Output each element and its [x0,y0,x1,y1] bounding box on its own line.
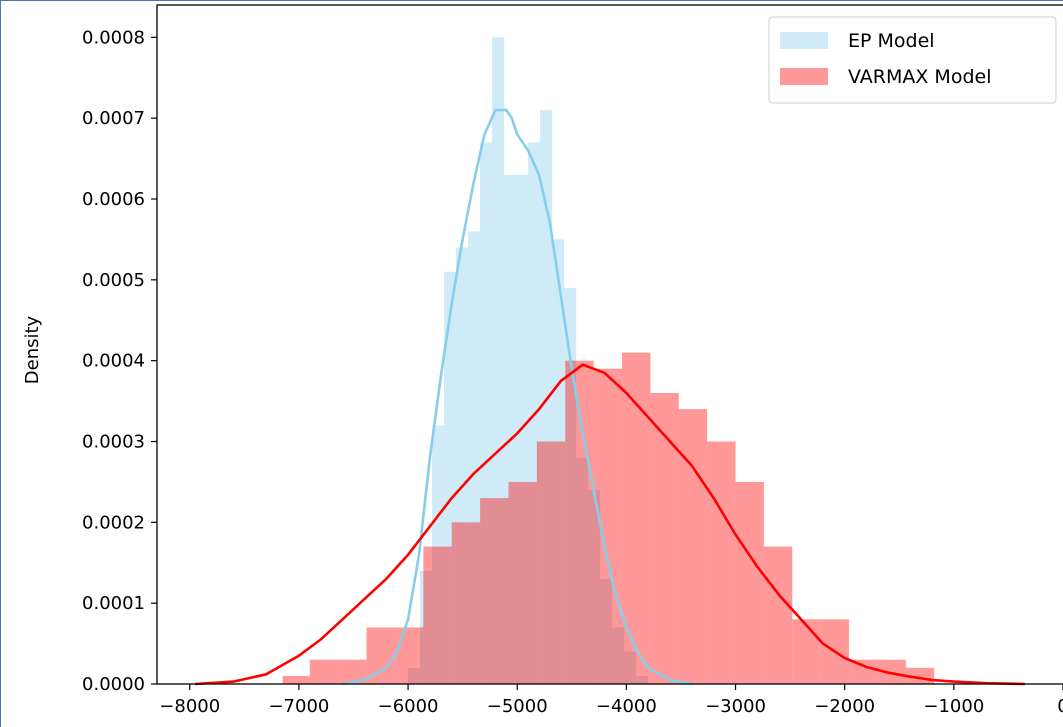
histogram-bars [282,37,935,685]
legend-label-varmax: VARMAX Model [848,66,991,88]
histogram-bar-varmax-16 [735,481,764,684]
y-tick-label: 0.0008 [82,27,145,48]
x-tick-label: −6000 [378,696,439,717]
x-tick-label: −4000 [596,696,657,717]
y-tick-label: 0.0001 [82,593,145,614]
x-axis-ticks: −8000 −7000 −6000 −5000 −4000 −3000 −2000 −1000… [159,684,1063,717]
histogram-bar-ep-5 [468,231,481,685]
histogram-bar-ep-0 [408,667,421,684]
histogram-bar-varmax-17 [763,546,793,684]
histogram-bar-varmax-0 [282,675,310,684]
y-axis-label: Density [22,315,43,384]
legend-swatch-ep [780,32,828,49]
histogram-bar-ep-8 [504,174,517,684]
histogram-bar-varmax-9 [536,441,566,684]
y-tick-label: 0.0000 [82,674,145,695]
y-tick-label: 0.0005 [82,270,145,291]
histogram-bar-ep-1 [420,570,433,684]
y-tick-label: 0.0002 [82,512,145,533]
histogram-bar-ep-11 [540,110,553,685]
y-tick-label: 0.0004 [82,351,145,372]
x-tick-label: −5000 [487,696,548,717]
histogram-bar-varmax-13 [650,393,679,684]
histogram-bar-varmax-18 [792,619,821,684]
histogram-bar-varmax-5 [423,546,452,684]
legend-swatch-varmax [780,68,828,85]
x-tick-label: −8000 [159,696,220,717]
y-tick-label: 0.0006 [82,189,145,210]
histogram-bar-varmax-8 [508,481,537,684]
x-tick-label: −3000 [705,696,766,717]
histogram-bar-ep-17 [612,627,625,684]
x-tick-label: −2000 [814,696,875,717]
histogram-bar-ep-3 [444,271,457,684]
x-tick-label: −7000 [268,696,329,717]
histogram-bar-varmax-14 [678,409,708,684]
histogram-bar-varmax-20 [849,659,878,684]
histogram-bar-varmax-1 [309,659,339,684]
histogram-bar-ep-15 [588,490,601,684]
histogram-bar-ep-19 [636,675,649,684]
y-tick-label: 0.0003 [82,432,145,453]
histogram-bar-ep-7 [492,37,505,685]
legend-label-ep: EP Model [848,30,935,52]
histogram-bar-varmax-3 [366,627,395,684]
histogram-bar-varmax-15 [707,441,736,684]
x-tick-label: 0 [1057,696,1063,717]
histogram-bar-ep-12 [552,239,565,684]
kde-line-ep [342,108,693,686]
histogram-bar-varmax-6 [451,522,481,684]
histogram-bar-ep-18 [624,651,637,684]
histogram-bar-ep-6 [480,142,493,684]
histogram-bar-ep-16 [600,578,613,684]
legend-box [768,16,1057,104]
x-tick-label: −1000 [923,696,984,717]
y-tick-label: 0.0007 [82,108,145,129]
histogram-bar-ep-13 [564,287,577,684]
histogram-bar-varmax-7 [480,498,509,684]
histogram-bar-ep-14 [576,457,589,684]
kde-line-varmax [195,363,1025,686]
legend: EP Model VARMAX Model [768,16,1057,104]
histogram-bar-ep-2 [432,425,445,684]
histogram-bar-varmax-4 [394,627,424,684]
histogram-bar-varmax-11 [593,368,623,684]
kde-curves [195,108,1025,686]
histogram-bar-ep-4 [456,247,469,684]
y-axis-ticks: 0.0000 0.0001 0.0002 0.0003 0.0004 0.0005 0.00… [82,27,157,695]
axes-frame [156,4,1063,685]
